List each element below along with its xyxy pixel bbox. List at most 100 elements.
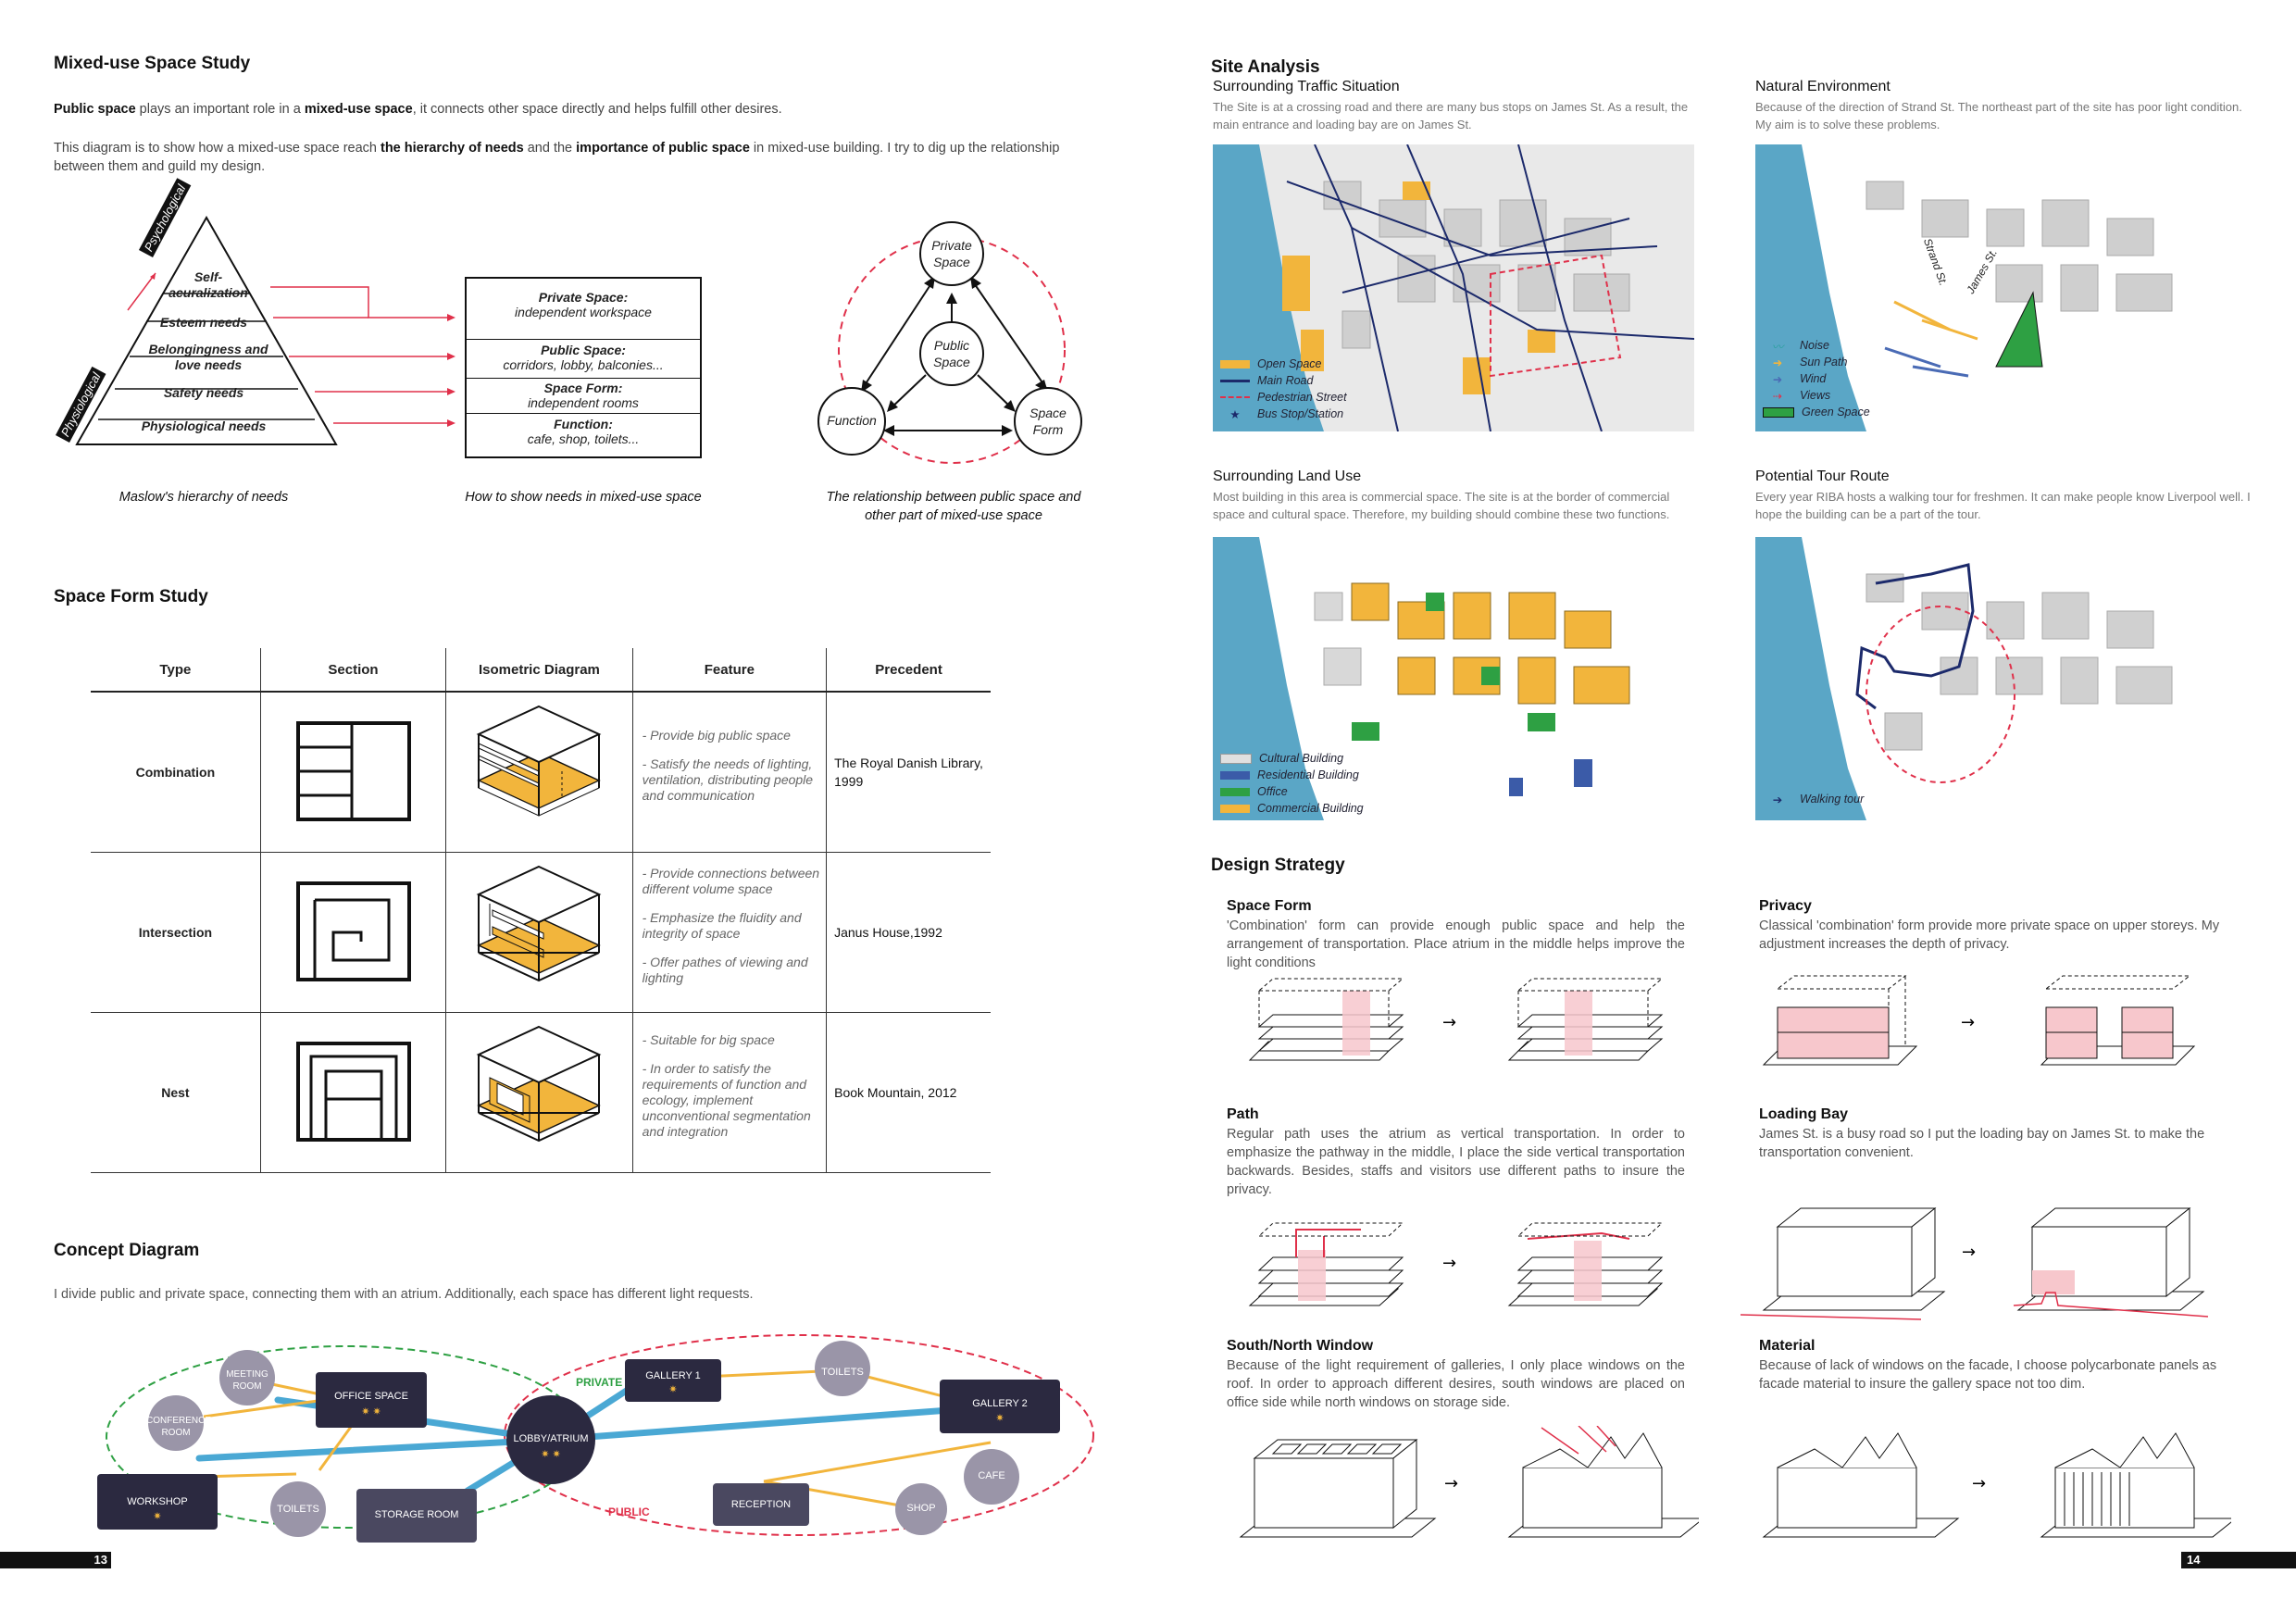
natural-legend: 〰 Noise ➜ Sun Path ➜ Wind ⇢ Views Green Spac… bbox=[1763, 337, 1870, 420]
mixed-use-paragraph-1: Public space plays an important role in … bbox=[54, 100, 1100, 119]
legend-label: Sun Path bbox=[1800, 356, 1848, 369]
needs-row-text: independent rooms bbox=[528, 395, 639, 410]
node-gallery-2: GALLERY 2 bbox=[972, 1398, 1028, 1409]
arrow-views-icon: ⇢ bbox=[1772, 389, 1783, 403]
strategy-title: Loading Bay bbox=[1759, 1106, 1849, 1122]
star-icon: ★ bbox=[1229, 407, 1241, 421]
th-type: Type bbox=[91, 648, 261, 693]
natural-title: Natural Environment bbox=[1755, 79, 1890, 94]
isometric-nest-diagram bbox=[477, 1025, 602, 1142]
legend-item: Green Space bbox=[1763, 404, 1870, 420]
landuse-legend: Cultural Building Residential Building O… bbox=[1220, 750, 1364, 817]
privacy-diagram: → bbox=[1762, 975, 2196, 1066]
legend-swatch bbox=[1220, 359, 1250, 369]
legend-swatch bbox=[1220, 753, 1252, 764]
isometric-cell bbox=[445, 1012, 633, 1173]
needs-arrows bbox=[270, 286, 455, 427]
circle-private-space: Private Space bbox=[931, 238, 972, 269]
feature-item: - Satisfy the needs of lighting, ventila… bbox=[642, 756, 814, 803]
svg-text:→: → bbox=[1442, 1254, 1456, 1273]
mixed-use-title: Mixed-use Space Study bbox=[54, 54, 251, 73]
needs-box-row: Public Space: corridors, lobby, balconie… bbox=[467, 340, 700, 379]
legend-label: Walking tour bbox=[1800, 793, 1865, 806]
needs-row-heading: Function: bbox=[554, 417, 613, 431]
legend-label: Office bbox=[1257, 785, 1288, 798]
strategy-title: Material bbox=[1759, 1338, 1816, 1354]
traffic-title: Surrounding Traffic Situation bbox=[1213, 79, 1400, 94]
legend-label: Commercial Building bbox=[1257, 802, 1364, 815]
needs-box-row: Private Space: independent workspace bbox=[467, 279, 700, 340]
caption-needs: How to show needs in mixed-use space bbox=[465, 490, 702, 505]
pyramid-level-2: Esteem needs bbox=[159, 315, 248, 330]
section-nest-diagram bbox=[295, 1041, 411, 1142]
concept-text: I divide public and private space, conne… bbox=[54, 1287, 754, 1302]
strategy-text: James St. is a busy road so I put the lo… bbox=[1759, 1127, 2205, 1160]
feature-item: - Emphasize the fluidity and integrity o… bbox=[642, 910, 802, 941]
legend-swatch bbox=[1220, 396, 1250, 398]
node-gallery-2-stars: ✷ bbox=[995, 1413, 1004, 1424]
site-analysis-title: Site Analysis bbox=[1211, 57, 1320, 77]
text: in mixed-use building. I try to dig up t… bbox=[54, 141, 1060, 174]
tour-legend: ➔ Walking tour bbox=[1763, 791, 1865, 807]
tour-map: ➔ Walking tour bbox=[1755, 537, 2237, 820]
node-lobby-stars: ✷ ✷ bbox=[541, 1449, 561, 1460]
needs-box-row: Function: cafe, shop, toilets... bbox=[467, 414, 700, 451]
node-meeting-room: MEETING ROOM bbox=[226, 1369, 268, 1392]
legend-item: Open Space bbox=[1220, 356, 1347, 372]
circle-space-form: Space Form bbox=[1029, 406, 1067, 437]
circle-function: Function bbox=[827, 413, 877, 428]
tour-title: Potential Tour Route bbox=[1755, 468, 1890, 484]
text: , it connects other space directly and h… bbox=[412, 102, 782, 117]
needs-row-text: corridors, lobby, balconies... bbox=[503, 357, 664, 372]
precedent-cell: Janus House,1992 bbox=[826, 852, 991, 1013]
node-conference-room: CONFERENCE ROOM bbox=[146, 1416, 212, 1438]
section-cell bbox=[260, 852, 447, 1013]
node-toilets-public: TOILETS bbox=[821, 1367, 864, 1378]
legend-item: Office bbox=[1220, 783, 1364, 800]
node-toilets-private: TOILETS bbox=[277, 1504, 319, 1515]
th-feature: Feature bbox=[632, 648, 828, 693]
text-bold: Public space bbox=[54, 102, 136, 117]
node-shop: SHOP bbox=[906, 1503, 936, 1514]
tour-text: Every year RIBA hosts a walking tour for… bbox=[1755, 490, 2251, 521]
svg-text:→: → bbox=[1444, 1474, 1458, 1493]
traffic-text: The Site is at a crossing road and there… bbox=[1213, 100, 1689, 131]
pyramid-level-4: Safety needs bbox=[163, 385, 244, 400]
strategy-title: South/North Window bbox=[1227, 1338, 1374, 1354]
isometric-combination-diagram bbox=[477, 705, 602, 817]
strategy-title: Path bbox=[1227, 1106, 1259, 1122]
caption-maslow: Maslow's hierarchy of needs bbox=[119, 490, 289, 505]
arrow-wind-icon: ➜ bbox=[1772, 372, 1783, 386]
caption-relationship: The relationship between public space an… bbox=[826, 490, 1081, 523]
feature-item: - In order to satisfy the requirements o… bbox=[642, 1061, 811, 1139]
space-form-diagram: → bbox=[1248, 978, 1664, 1061]
legend-label: Wind bbox=[1800, 372, 1827, 385]
landuse-text: Most building in this area is commercial… bbox=[1213, 490, 1670, 521]
natural-map-graphic bbox=[1755, 144, 2173, 431]
table-row: Intersection - Provide connection bbox=[91, 852, 991, 1013]
precedent-cell: The Royal Danish Library, 1999 bbox=[826, 692, 991, 853]
traffic-legend: Open Space Main Road Pedestrian Street ★… bbox=[1220, 356, 1347, 422]
legend-swatch bbox=[1220, 804, 1250, 813]
relationship-diagram bbox=[817, 221, 1082, 464]
node-reception: RECEPTION bbox=[730, 1499, 792, 1510]
node-office-stars: ✷ ✷ bbox=[361, 1406, 381, 1418]
loading-bay-diagram: → bbox=[1740, 1206, 2209, 1320]
legend-label: Open Space bbox=[1257, 357, 1322, 370]
legend-swatch bbox=[1220, 770, 1250, 780]
node-gallery-1: GALLERY 1 bbox=[645, 1370, 701, 1381]
strategy-text: Classical 'combination' form provide mor… bbox=[1759, 918, 2220, 952]
needs-box-row: Space Form: independent rooms bbox=[467, 379, 700, 414]
legend-swatch bbox=[1763, 406, 1794, 418]
space-form-table: Type Section Isometric Diagram Feature P… bbox=[91, 648, 991, 1173]
node-storage-room: STORAGE ROOM bbox=[374, 1509, 459, 1520]
precedent-cell: Book Mountain, 2012 bbox=[826, 1012, 991, 1173]
arrow-right-icon: ➔ bbox=[1772, 793, 1783, 806]
type-cell: Combination bbox=[91, 692, 261, 853]
strategy-title: Space Form bbox=[1227, 898, 1312, 914]
node-workshop-stars: ✷ bbox=[153, 1511, 162, 1522]
public-label: PUBLIC bbox=[608, 1505, 650, 1518]
legend-label: Bus Stop/Station bbox=[1257, 407, 1344, 420]
section-cell bbox=[260, 692, 447, 853]
legend-item: Cultural Building bbox=[1220, 750, 1364, 767]
